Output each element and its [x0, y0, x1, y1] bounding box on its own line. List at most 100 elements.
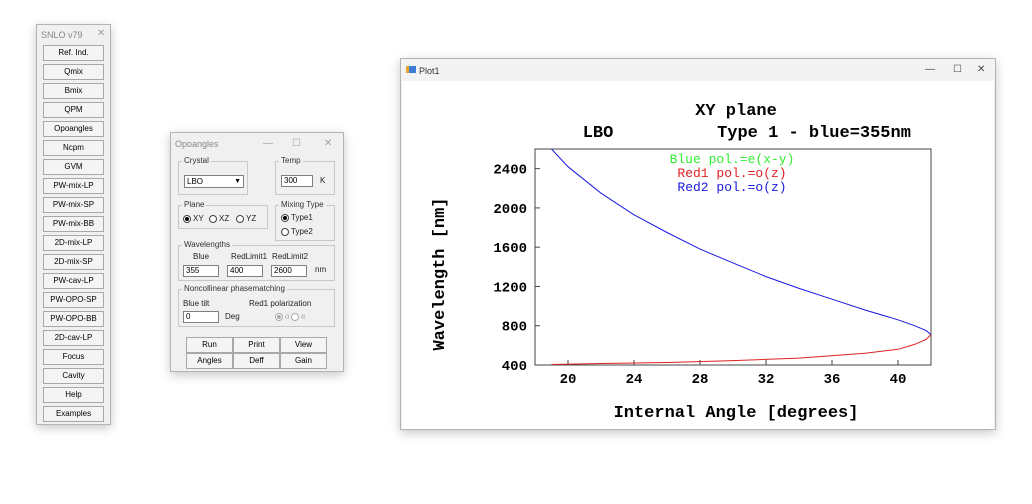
ncpm-button[interactable]: Ncpm	[43, 140, 104, 156]
opoangles-title-bar: Opoangles — ☐ ✕	[171, 133, 343, 153]
x-axis-label: Internal Angle [degrees]	[614, 404, 859, 423]
examples-button[interactable]: Examples	[43, 406, 104, 422]
wavelengths-label: Wavelengths	[182, 240, 232, 249]
radio-selected-icon	[275, 312, 283, 321]
qmix-button[interactable]: Qmix	[43, 64, 104, 80]
crystal-group: Crystal LBO ▼	[178, 156, 248, 195]
pw-cav-lp-button[interactable]: PW-cav-LP	[43, 273, 104, 289]
blue-wavelength-input[interactable]: 355	[183, 265, 219, 277]
redlimit1-input[interactable]: 400	[227, 265, 263, 277]
red1-curve	[551, 334, 932, 365]
close-icon[interactable]: ✕	[324, 138, 333, 149]
snlo-window-title: SNLO v79	[41, 30, 83, 40]
x-tick-label: 20	[560, 372, 577, 388]
plane-group: Plane XY XZ YZ	[178, 200, 268, 229]
run-button[interactable]: Run	[186, 337, 233, 353]
close-icon[interactable]: ✕	[97, 28, 106, 39]
radio-icon	[236, 214, 244, 223]
gain-button[interactable]: Gain	[280, 353, 327, 369]
view-button[interactable]: View	[280, 337, 327, 353]
legend-red1-pol: Red1 pol.=o(z)	[677, 166, 786, 181]
radio-icon	[291, 312, 299, 321]
plane-xy-radio[interactable]: XY	[183, 214, 204, 223]
radio-icon	[281, 227, 289, 236]
deg-unit: Deg	[225, 312, 240, 321]
x-tick-label: 36	[824, 372, 841, 388]
radio-icon	[209, 214, 217, 223]
noncollinear-group: Noncollinear phasematching Blue tilt Red…	[178, 284, 335, 327]
opoangles-window-title: Opoangles	[175, 139, 219, 149]
pw-opo-sp-button[interactable]: PW-OPO-SP	[43, 292, 104, 308]
gvm-button[interactable]: GVM	[43, 159, 104, 175]
radio-selected-icon	[183, 214, 191, 223]
pw-mix-sp-button[interactable]: PW-mix-SP	[43, 197, 104, 213]
mixing-type-group: Mixing Type Type1 Type2	[275, 200, 335, 241]
2d-cav-lp-button[interactable]: 2D-cav-LP	[43, 330, 104, 346]
angles-button[interactable]: Angles	[186, 353, 233, 369]
minimize-icon[interactable]: —	[263, 138, 273, 149]
maximize-icon[interactable]: ☐	[953, 64, 962, 75]
app-icon	[406, 66, 416, 73]
x-tick-label: 32	[758, 372, 775, 388]
pw-opo-bb-button[interactable]: PW-OPO-BB	[43, 311, 104, 327]
plane-label: Plane	[182, 200, 207, 209]
x-tick-label: 24	[626, 372, 643, 388]
redlimit2-label: RedLimit2	[272, 252, 309, 261]
nm-unit: nm	[315, 265, 327, 274]
plot-window-title: Plot1	[419, 66, 440, 76]
pw-mix-lp-button[interactable]: PW-mix-LP	[43, 178, 104, 194]
deff-button[interactable]: Deff	[233, 353, 280, 369]
y-axis-label: Wavelength [nm]	[431, 197, 450, 350]
y-tick-label: 1600	[493, 241, 527, 257]
print-button[interactable]: Print	[233, 337, 280, 353]
type2-radio[interactable]: Type2	[281, 227, 313, 236]
2d-mix-lp-button[interactable]: 2D-mix-LP	[43, 235, 104, 251]
maximize-icon[interactable]: ☐	[292, 138, 301, 149]
plane-xz-radio[interactable]: XZ	[209, 214, 229, 223]
snlo-main-window: SNLO v79 ✕ Ref. Ind. Qmix Bmix QPM Opoan…	[36, 24, 111, 425]
type1-radio[interactable]: Type1	[281, 213, 313, 222]
blue-label: Blue	[193, 252, 210, 261]
crystal-select[interactable]: LBO ▼	[184, 175, 244, 188]
pol-e-radio[interactable]: e	[291, 312, 305, 321]
opoangles-button[interactable]: Opoangles	[43, 121, 104, 137]
bmix-button[interactable]: Bmix	[43, 83, 104, 99]
y-tick-label: 2000	[493, 202, 527, 218]
mixing-type-label: Mixing Type	[279, 200, 326, 209]
plot-title-bar: Plot1 — ☐ ✕	[401, 59, 995, 81]
ref-ind-button[interactable]: Ref. Ind.	[43, 45, 104, 61]
radio-selected-icon	[281, 213, 289, 222]
x-tick-label: 28	[692, 372, 709, 388]
legend-blue-pol: Blue pol.=e(x-y)	[670, 152, 795, 167]
pol-o-radio[interactable]: o	[275, 312, 289, 321]
plane-yz-radio[interactable]: YZ	[236, 214, 256, 223]
focus-button[interactable]: Focus	[43, 349, 104, 365]
chart-subtitle-crystal: LBO	[583, 124, 614, 143]
opoangles-window: Opoangles — ☐ ✕ Crystal LBO ▼ Temp 300 K…	[170, 132, 344, 372]
close-icon[interactable]: ✕	[977, 64, 986, 75]
blue-tilt-input[interactable]: 0	[183, 311, 219, 323]
y-tick-label: 400	[502, 359, 527, 375]
blue-tilt-label: Blue tilt	[183, 299, 210, 308]
2d-mix-sp-button[interactable]: 2D-mix-SP	[43, 254, 104, 270]
plot-window: Plot1 — ☐ ✕ XY plane LBO Type 1 - blue=3…	[400, 58, 996, 430]
crystal-value: LBO	[187, 177, 204, 186]
redlimit2-input[interactable]: 2600	[271, 265, 307, 277]
temp-input[interactable]: 300	[281, 175, 313, 187]
red1-polarization-label: Red1 polarization	[249, 299, 312, 308]
crystal-label: Crystal	[182, 156, 211, 165]
cavity-button[interactable]: Cavity	[43, 368, 104, 384]
plot-area: XY plane LBO Type 1 - blue=355nm Interna…	[402, 81, 994, 429]
temp-label: Temp	[279, 156, 303, 165]
chart-title: XY plane	[695, 102, 777, 121]
wavelengths-group: Wavelengths Blue RedLimit1 RedLimit2 355…	[178, 240, 335, 281]
help-button[interactable]: Help	[43, 387, 104, 403]
qpm-button[interactable]: QPM	[43, 102, 104, 118]
minimize-icon[interactable]: —	[925, 64, 935, 75]
temp-group: Temp 300 K	[275, 156, 335, 195]
wavelength-chart: XY plane LBO Type 1 - blue=355nm Interna…	[431, 102, 932, 423]
chart-subtitle-type: Type 1 - blue=355nm	[717, 124, 911, 143]
y-tick-label: 800	[502, 320, 527, 336]
pw-mix-bb-button[interactable]: PW-mix-BB	[43, 216, 104, 232]
y-tick-label: 1200	[493, 280, 527, 296]
